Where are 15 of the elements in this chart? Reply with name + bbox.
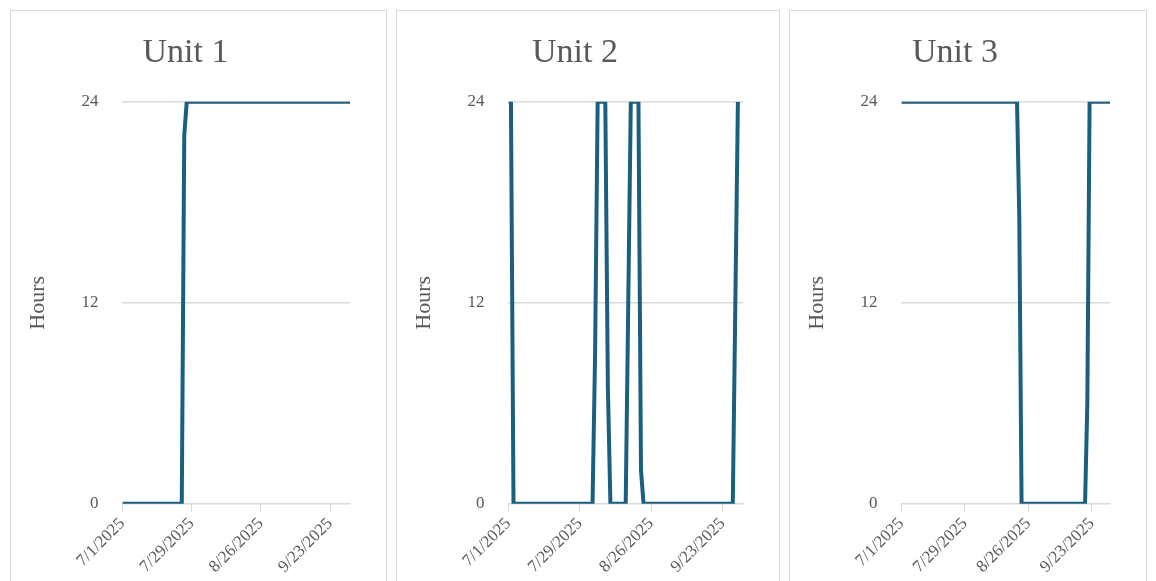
y-tick-label: 12 [860,292,878,312]
y-tick-label: 12 [81,292,99,312]
y-tick-label: 24 [467,91,485,111]
y-tick-label: 0 [475,493,485,513]
y-tick-label: 0 [868,493,878,513]
y-axis-title: Hours [409,275,435,330]
y-axis-title: Hours [23,275,49,330]
chart-title: Unit 1 [142,32,229,70]
chart-title: Unit 3 [912,32,998,70]
chart-title: Unit 2 [532,32,618,70]
y-axis-title: Hours [802,275,828,330]
y-tick-label: 12 [467,292,485,312]
y-tick-label: 24 [860,91,878,111]
y-tick-label: 24 [81,91,99,111]
y-tick-label: 0 [89,493,99,513]
